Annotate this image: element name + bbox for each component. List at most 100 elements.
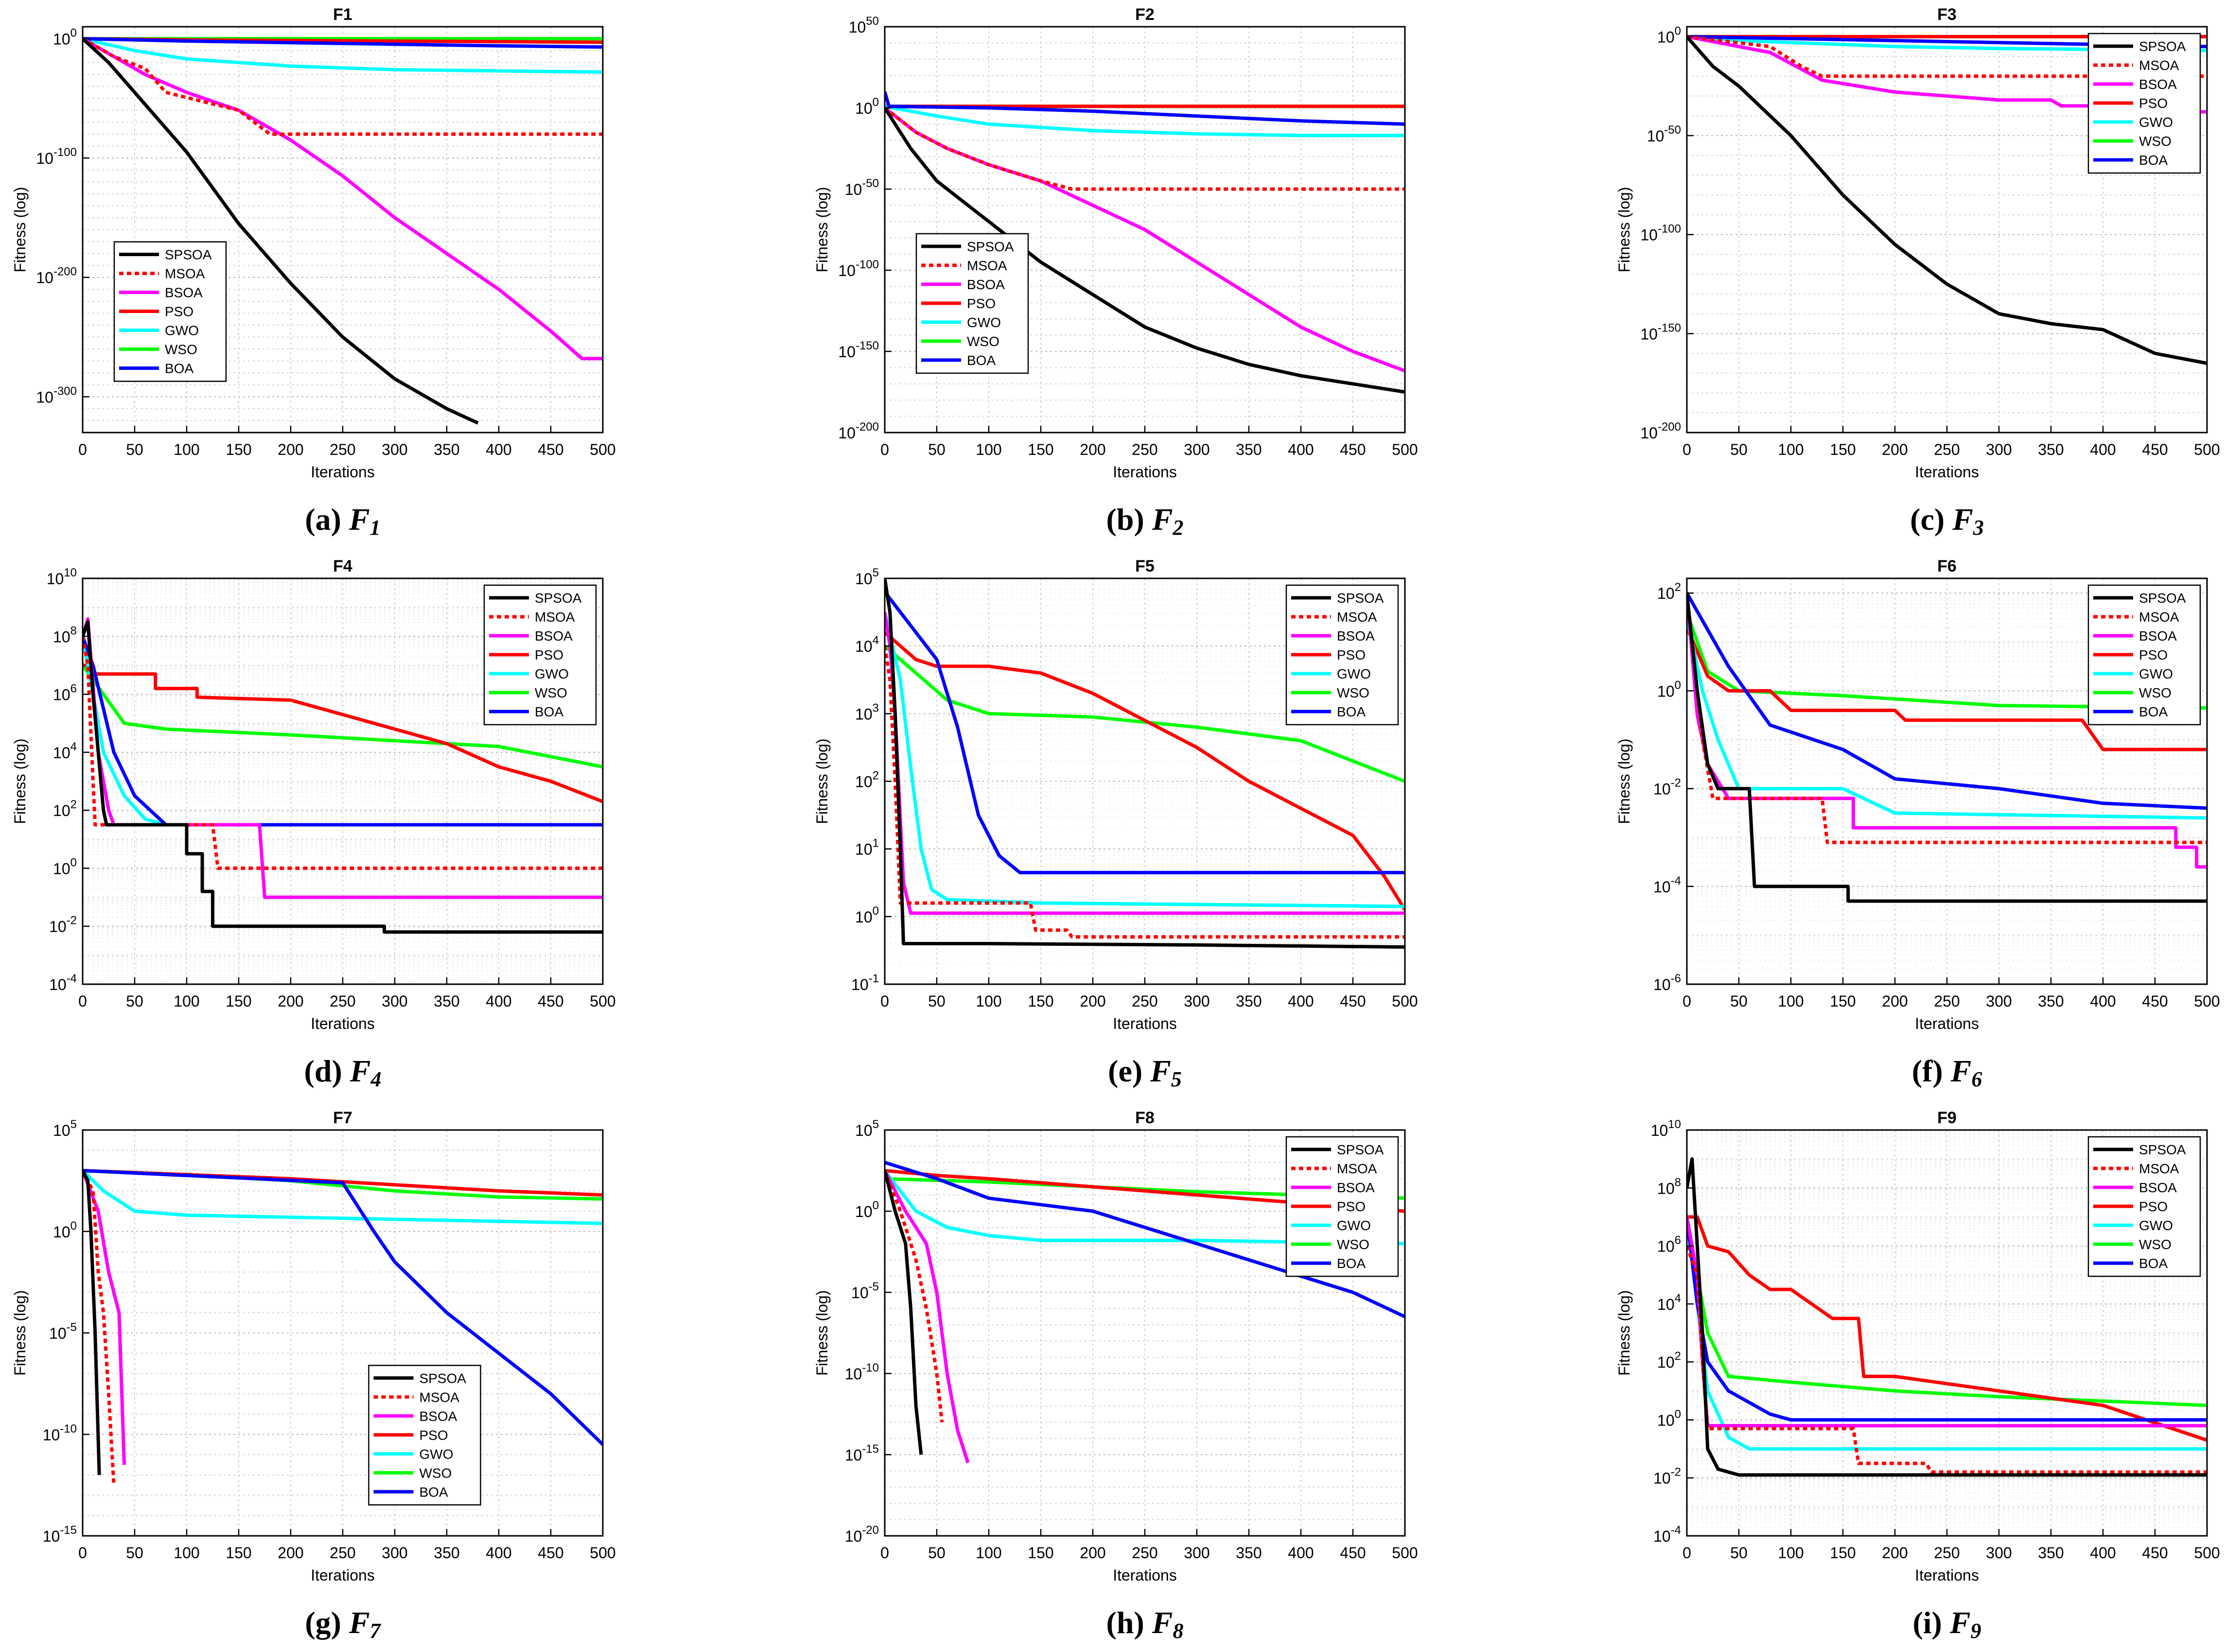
y-tick-label: 10-10 [845, 1361, 879, 1383]
panel-caption: (g) F7 [305, 1605, 381, 1643]
x-tick-label: 150 [1830, 1544, 1856, 1562]
legend-label-pso: PSO [535, 647, 563, 662]
legend-label-gwo: GWO [165, 323, 199, 338]
y-tick-label: 105 [855, 1118, 879, 1139]
series-line-spsoa [83, 37, 479, 425]
x-axis-label: Iterations [311, 463, 375, 481]
series-line-boa [83, 1169, 603, 1446]
series-line-boa [885, 591, 1405, 874]
legend-label-spsoa: SPSOA [2139, 39, 2186, 54]
x-tick-label: 100 [174, 441, 199, 458]
y-tick-label: 1050 [849, 15, 879, 36]
x-tick-label: 200 [1080, 441, 1105, 458]
legend-label-boa: BOA [420, 1484, 448, 1499]
x-tick-label: 500 [2194, 992, 2220, 1010]
series-group [1687, 1157, 2207, 1477]
panel-f8: 0 50 100 150 200 250 300 350 400 450 500 105 100 10-5… [813, 1109, 1418, 1643]
y-tick-label: 100 [855, 96, 879, 117]
x-tick-label: 200 [278, 1544, 303, 1562]
legend-label-msoa: MSOA [2139, 1161, 2179, 1176]
series-line-pso [1687, 626, 2207, 751]
x-tick-label: 350 [1236, 441, 1261, 458]
x-tick-label: 50 [928, 441, 946, 458]
x-axis-label: Iterations [1113, 463, 1177, 481]
series-line-spsoa [885, 1170, 923, 1455]
x-tick-label: 400 [1288, 441, 1314, 458]
series-line-msoa [885, 106, 1405, 191]
legend-label-gwo: GWO [2139, 1218, 2173, 1233]
y-axis-label: Fitness (log) [11, 738, 29, 824]
legend-label-wso: WSO [1337, 1237, 1369, 1252]
panel-f2: 0 50 100 150 200 250 300 350 400 450 500 1050 100 10-… [813, 5, 1418, 539]
legend: SPSOA MSOA BSOA PSO GWO WSO BOA [1285, 584, 1399, 726]
series-line-msoa [885, 1170, 944, 1423]
series-line-boa [1687, 1217, 2207, 1422]
y-tick-label: 104 [855, 634, 879, 655]
legend-label-boa: BOA [967, 353, 996, 368]
legend-label-spsoa: SPSOA [967, 239, 1014, 254]
x-tick-label: 50 [928, 1544, 946, 1562]
panel-caption: (e) F5 [1108, 1054, 1182, 1091]
legend-label-pso: PSO [2139, 96, 2168, 111]
x-tick-label: 300 [1986, 441, 2012, 458]
x-tick-label: 200 [1882, 992, 1908, 1010]
legend-label-gwo: GWO [2139, 666, 2173, 681]
panel-f1: 0 50 100 150 200 250 300 350 400 450 500 100 10-100 1… [11, 5, 616, 539]
legend-label-wso: WSO [2139, 1237, 2172, 1252]
series-line-bsoa [885, 1169, 970, 1463]
panel-f6: 0 50 100 150 200 250 300 350 400 450 500 102 100 10-2… [1615, 557, 2220, 1091]
series-line-boa [885, 1161, 1405, 1319]
x-tick-label: 0 [78, 441, 87, 458]
y-tick-label: 100 [53, 1219, 77, 1241]
y-axis-label: Fitness (log) [11, 187, 29, 272]
y-axis-label: Fitness (log) [813, 1290, 831, 1375]
y-axis-label: Fitness (log) [11, 1290, 29, 1375]
legend-label-bsoa: BSOA [2139, 1180, 2177, 1195]
x-tick-label: 100 [1778, 1544, 1804, 1562]
y-axis-label: Fitness (log) [813, 738, 831, 824]
series-line-gwo [1687, 35, 2207, 52]
legend: SPSOA MSOA BSOA PSO GWO WSO BOA [2087, 1136, 2201, 1277]
legend-label-gwo: GWO [1337, 666, 1371, 681]
series-line-gwo [885, 104, 1405, 138]
legend-label-gwo: GWO [420, 1446, 454, 1461]
legend-label-msoa: MSOA [420, 1390, 460, 1405]
x-tick-label: 500 [590, 992, 615, 1010]
x-tick-label: 450 [1340, 441, 1366, 458]
y-tick-label: 101 [855, 837, 879, 858]
panel-caption: (h) F8 [1106, 1605, 1184, 1643]
x-tick-label: 350 [434, 441, 459, 458]
x-tick-label: 150 [1028, 992, 1053, 1010]
x-tick-label: 150 [1028, 1544, 1053, 1562]
y-tick-label: 100 [855, 904, 879, 926]
x-tick-label: 350 [1236, 1544, 1261, 1562]
x-tick-label: 100 [976, 992, 1001, 1010]
panel-f4: 0 50 100 150 200 250 300 350 400 450 500 1010 108 106… [11, 557, 616, 1091]
x-tick-label: 500 [590, 1544, 615, 1562]
y-axis-label: Fitness (log) [1615, 187, 1633, 272]
legend-label-spsoa: SPSOA [2139, 591, 2186, 606]
x-tick-label: 450 [538, 1544, 563, 1562]
series-line-wso [1687, 612, 2207, 710]
x-tick-label: 400 [486, 992, 511, 1010]
series-line-gwo [885, 1169, 1405, 1246]
series-group [83, 617, 603, 934]
legend-label-msoa: MSOA [1337, 609, 1377, 625]
x-tick-label: 200 [1080, 1544, 1105, 1562]
y-tick-label: 10-2 [49, 914, 77, 936]
y-tick-label: 100 [1657, 24, 1681, 46]
legend-label-boa: BOA [2139, 1256, 2168, 1271]
legend-label-bsoa: BSOA [2139, 77, 2177, 92]
chart-title: F7 [333, 1109, 352, 1127]
chart-title: F8 [1135, 1109, 1155, 1127]
chart-title: F6 [1937, 557, 1957, 575]
legend-label-msoa: MSOA [2139, 58, 2179, 73]
legend-label-pso: PSO [967, 296, 996, 311]
legend-label-spsoa: SPSOA [1337, 591, 1384, 606]
y-tick-label: 100 [53, 856, 77, 877]
legend-label-wso: WSO [2139, 134, 2172, 149]
legend-label-msoa: MSOA [2139, 609, 2179, 625]
x-tick-label: 350 [1236, 992, 1261, 1010]
chart-title: F9 [1937, 1109, 1957, 1127]
